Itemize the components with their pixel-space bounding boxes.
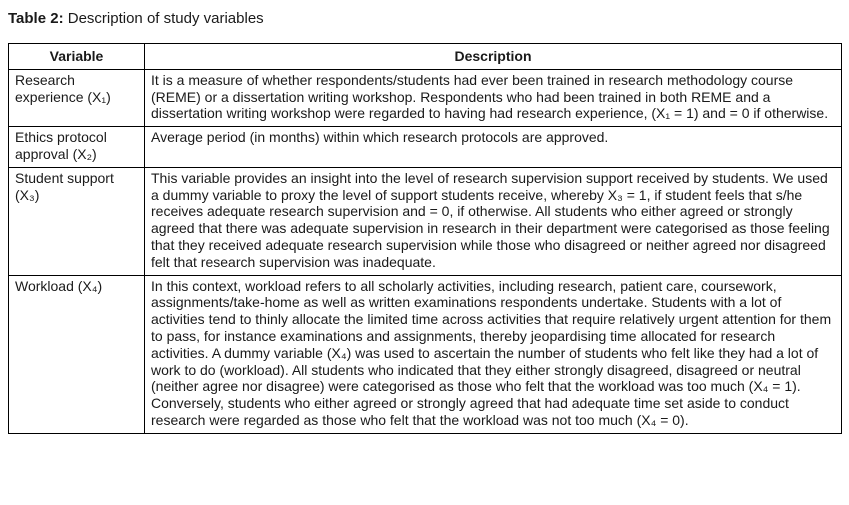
table-row: Workload (X₄) In this context, workload … xyxy=(8,274,842,434)
table-row: Student support (X₃) This variable provi… xyxy=(8,166,842,276)
description-cell: It is a measure of whether respondents/s… xyxy=(144,68,842,128)
table-caption-text: Description of study variables xyxy=(63,10,264,27)
description-cell: Average period (in months) within which … xyxy=(144,126,842,168)
table-row: Research experience (X₁) It is a measure… xyxy=(8,68,842,128)
variable-cell: Research experience (X₁) xyxy=(8,68,145,128)
study-variables-table: Variable Description Research experience… xyxy=(8,43,842,434)
table-row: Ethics protocol approval (X₂) Average pe… xyxy=(8,126,842,168)
variable-cell: Student support (X₃) xyxy=(8,166,145,276)
variable-cell: Ethics protocol approval (X₂) xyxy=(8,126,145,168)
column-header-variable: Variable xyxy=(8,43,145,70)
description-cell: This variable provides an insight into t… xyxy=(144,166,842,276)
variable-cell: Workload (X₄) xyxy=(8,274,145,434)
description-cell: In this context, workload refers to all … xyxy=(144,274,842,434)
table-caption-label: Table 2: xyxy=(8,10,64,27)
table-header-row: Variable Description xyxy=(8,43,842,70)
table-caption: Table 2: Description of study variables xyxy=(8,10,841,28)
column-header-description: Description xyxy=(144,43,842,70)
